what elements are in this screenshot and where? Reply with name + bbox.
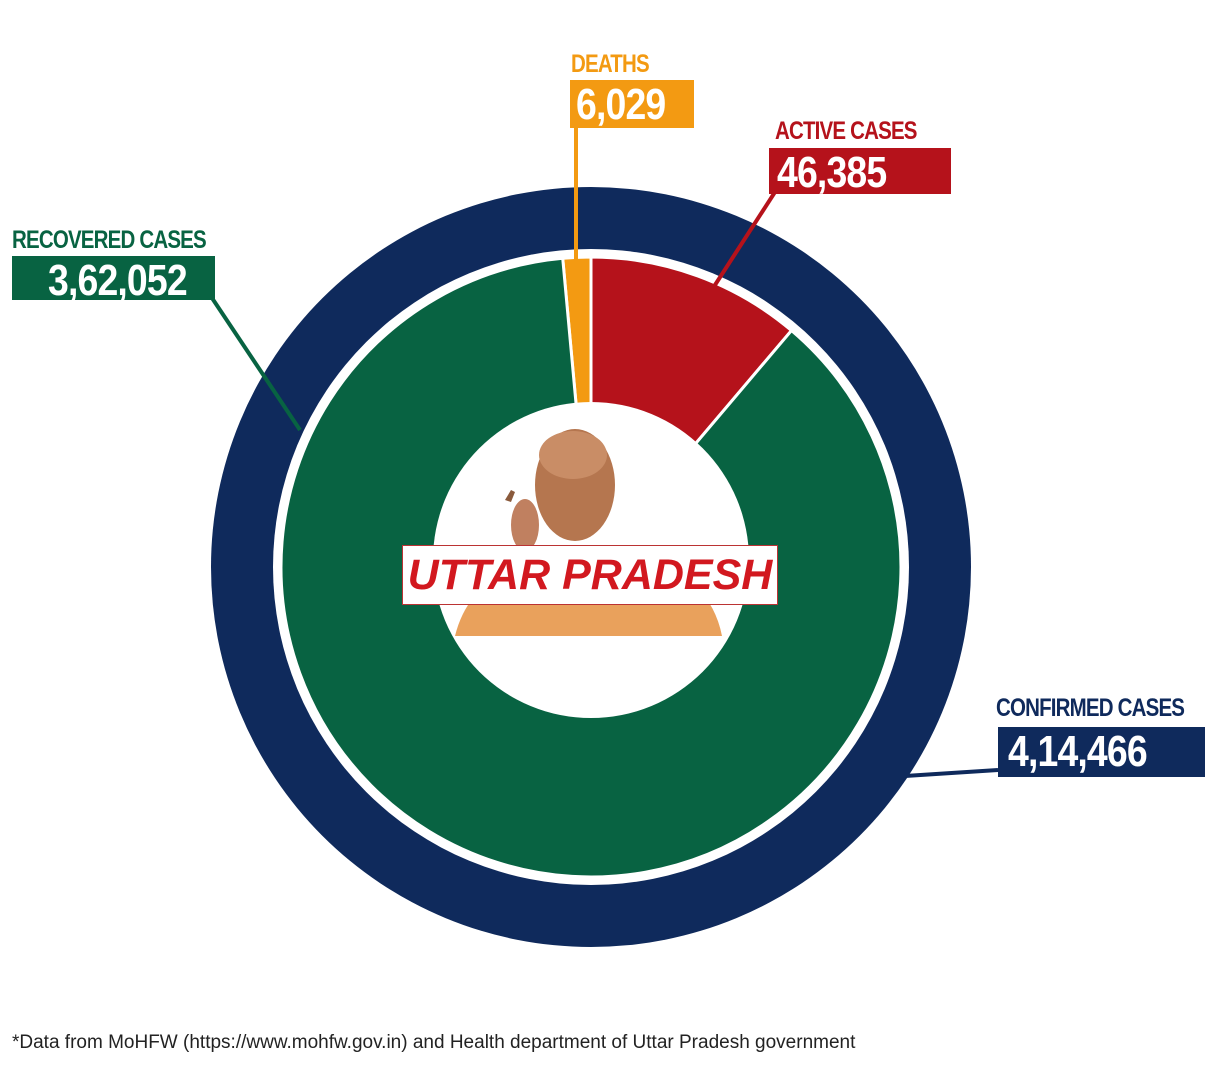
active-label: ACTIVE CASES bbox=[775, 117, 917, 145]
leader-active bbox=[713, 190, 777, 287]
deaths-label: DEATHS bbox=[571, 50, 650, 78]
leader-confirmed bbox=[904, 768, 999, 778]
confirmed-label: CONFIRMED CASES bbox=[996, 694, 1185, 722]
state-title-box: UTTAR PRADESH bbox=[402, 545, 778, 605]
active-value: 46,385 bbox=[769, 148, 951, 197]
recovered-label: RECOVERED CASES bbox=[12, 226, 207, 254]
leader-recovered bbox=[210, 296, 302, 432]
recovered-value: 3,62,052 bbox=[12, 256, 215, 305]
deaths-value: 6,029 bbox=[570, 80, 694, 129]
state-title: UTTAR PRADESH bbox=[407, 550, 773, 599]
confirmed-value: 4,14,466 bbox=[998, 727, 1205, 777]
footnote: *Data from MoHFW (https://www.mohfw.gov.… bbox=[12, 1032, 856, 1053]
